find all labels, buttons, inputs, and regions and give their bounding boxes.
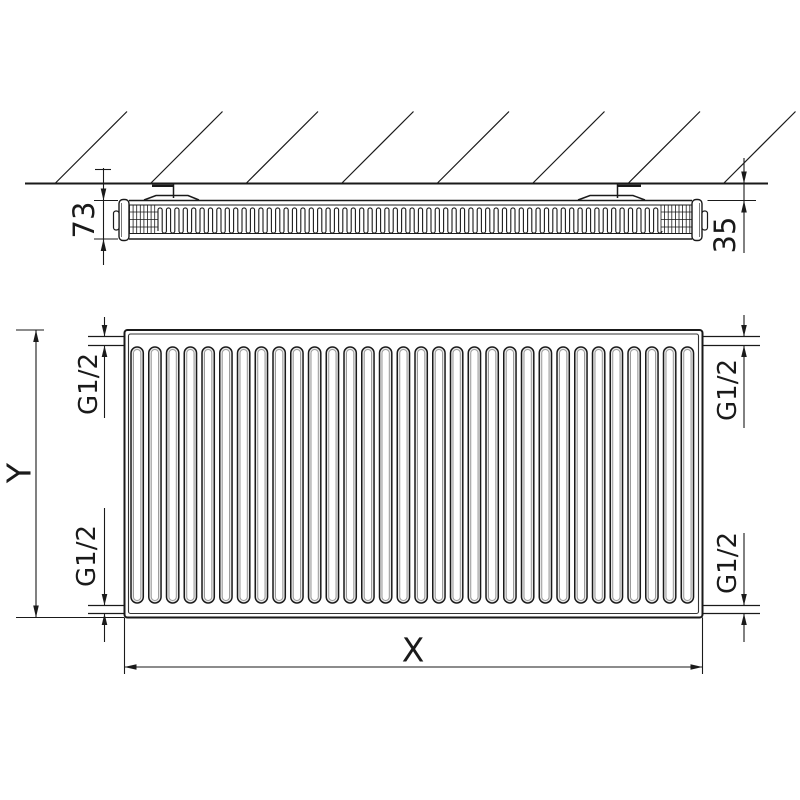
width-dimension-label: X xyxy=(402,631,425,670)
connection-stub-bottom-left xyxy=(88,604,125,615)
dimension-width: X xyxy=(123,617,704,674)
end-fin-block-left xyxy=(129,205,158,234)
fin-inner-edge xyxy=(363,349,373,601)
depth-dimension-label: 73 xyxy=(67,202,101,239)
dimension-connection-bottom-left: G1/2 xyxy=(72,508,108,642)
fin-inner-edge xyxy=(665,349,674,601)
connection-stub-top-left xyxy=(88,335,125,347)
radiator-fins xyxy=(130,346,695,604)
fin-inner-edge xyxy=(505,349,515,601)
fin-inner-edge xyxy=(150,349,160,601)
height-dimension-label: Y xyxy=(0,462,39,484)
end-cap-right xyxy=(691,198,703,242)
fin-inner-edge xyxy=(310,349,319,601)
fin-inner-edge xyxy=(630,349,639,601)
mounting-bracket-left xyxy=(143,183,200,201)
dimension-connection-top-right: G1/2 xyxy=(713,315,747,428)
fin-inner-edge xyxy=(399,349,408,601)
arrowhead xyxy=(101,613,108,625)
front-view-section: G1/2 G1/2 G1/2 G1/2 xyxy=(0,315,760,674)
fin-inner-edge xyxy=(417,349,426,601)
connection-size-label-top-right: G1/2 xyxy=(713,359,743,421)
dimension-depth: 73 xyxy=(67,168,118,265)
arrowhead xyxy=(101,325,108,337)
fin-inner-edge xyxy=(204,349,213,601)
arrowhead xyxy=(741,200,747,213)
connection-size-label-top-left: G1/2 xyxy=(74,353,104,415)
connection-stub-top-right xyxy=(702,335,760,347)
fin-inner-edge xyxy=(470,349,479,601)
convector-corrugation xyxy=(157,207,663,234)
end-fin-block-right xyxy=(660,205,692,234)
wall-distance-dimension-label: 35 xyxy=(708,217,742,254)
fin-inner-edge xyxy=(346,349,355,601)
connection-stub-bottom-right xyxy=(702,604,760,615)
dimension-wall-distance: 35 xyxy=(707,158,756,254)
fin-inner-edge xyxy=(434,349,444,601)
arrowhead xyxy=(741,171,747,184)
side-port-left xyxy=(112,210,120,231)
arrowhead xyxy=(33,330,39,342)
arrowhead xyxy=(690,664,703,670)
fin-inner-edge xyxy=(133,349,142,601)
fin-inner-edge xyxy=(381,349,390,601)
fin-inner-edge xyxy=(452,349,461,601)
top-view-section: 73 35 xyxy=(25,111,796,265)
arrowhead xyxy=(100,188,107,201)
arrowhead xyxy=(741,325,747,337)
arrowhead xyxy=(124,664,137,670)
fin-inner-edge xyxy=(292,349,302,601)
fin-inner-edge xyxy=(576,349,586,601)
dimension-height: Y xyxy=(0,329,124,619)
wall-hatching xyxy=(54,111,796,184)
arrowhead xyxy=(741,594,747,606)
radiator-front-panel-inner-edge xyxy=(127,333,700,615)
arrowhead xyxy=(741,613,747,625)
arrowhead xyxy=(100,239,107,251)
fin-inner-edge xyxy=(168,349,177,601)
fin-inner-edge xyxy=(239,349,248,601)
arrowhead xyxy=(741,345,747,357)
arrowhead xyxy=(101,594,108,606)
connection-size-label-bottom-left: G1/2 xyxy=(72,525,102,587)
fin-inner-edge xyxy=(257,349,266,601)
dimension-connection-top-left: G1/2 xyxy=(74,317,108,418)
connection-size-label-bottom-right: G1/2 xyxy=(713,532,743,594)
radiator-side-profile xyxy=(112,198,709,242)
side-port-right xyxy=(701,210,709,231)
arrowhead xyxy=(33,605,39,618)
fin-inner-edge xyxy=(683,349,692,601)
fin-inner-edge xyxy=(647,349,657,601)
fin-inner-edge xyxy=(612,349,621,601)
fin-inner-edge xyxy=(186,349,195,601)
arrowhead xyxy=(101,345,108,357)
end-cap-left xyxy=(118,198,130,242)
fin-inner-edge xyxy=(221,349,231,601)
fin-inner-edge xyxy=(523,349,532,601)
fin-inner-edge xyxy=(328,349,337,601)
fin-inner-edge xyxy=(541,349,550,601)
dimension-connection-bottom-right: G1/2 xyxy=(713,532,747,642)
fin-inner-edge xyxy=(488,349,497,601)
fin-inner-edge xyxy=(275,349,284,601)
fin-inner-edge xyxy=(594,349,603,601)
mounting-bracket-right xyxy=(577,183,646,201)
fin-inner-edge xyxy=(559,349,568,601)
